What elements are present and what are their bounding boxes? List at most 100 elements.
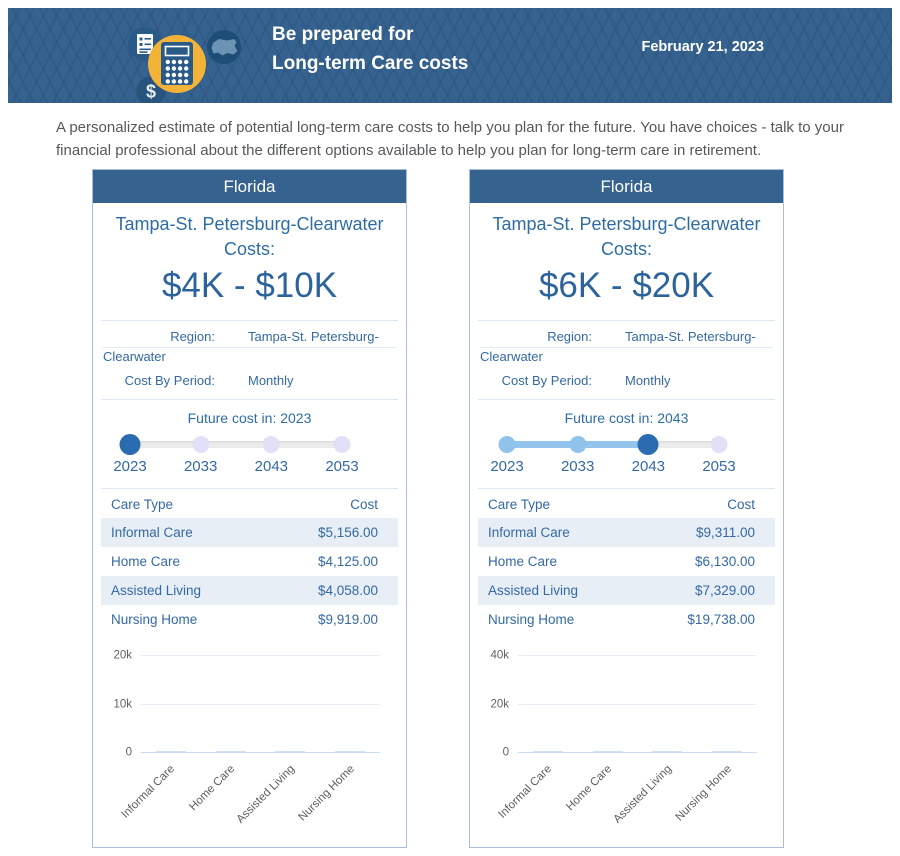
y-axis-tick: 20k xyxy=(490,698,509,710)
calculator-icon xyxy=(148,35,206,93)
slider-dot-2053[interactable] xyxy=(710,436,728,453)
chart-plot: 0 20k 40k xyxy=(490,650,757,758)
table-row: Home Care $6,130.00 xyxy=(478,547,775,576)
page-banner: $ Be prepared for Long-term Care costs F… xyxy=(8,8,892,103)
slider-year-label: 2023 xyxy=(113,458,147,475)
slider-year-label: 2043 xyxy=(631,458,666,475)
intro-text: A personalized estimate of potential lon… xyxy=(56,119,844,159)
slider-dot-2043[interactable] xyxy=(262,436,280,453)
divider xyxy=(478,488,775,489)
care-type-cell: Assisted Living xyxy=(111,583,202,598)
card-title-region: Tampa-St. Petersburg-Clearwater xyxy=(492,214,761,234)
x-axis-label: Informal Care xyxy=(496,763,555,821)
future-cost-label: Future cost in: 2043 xyxy=(564,410,689,426)
period-value: Monthly xyxy=(248,373,294,388)
care-type-header: Care Type xyxy=(488,497,551,512)
banner-date: February 21, 2023 xyxy=(641,39,764,55)
care-type-cell: Nursing Home xyxy=(111,612,198,627)
table-header-row: Care Type Cost xyxy=(101,491,398,518)
future-cost-label: Future cost in: 2023 xyxy=(187,410,312,426)
cards-row: Florida Tampa-St. Petersburg-Clearwater … xyxy=(92,169,900,856)
card-title: Tampa-St. Petersburg-Clearwater Costs: xyxy=(93,212,406,262)
care-type-cell: Nursing Home xyxy=(488,612,575,627)
table-row: Home Care $4,125.00 xyxy=(101,547,398,576)
cost-cell: $19,738.00 xyxy=(687,612,755,627)
x-axis-label: Home Care xyxy=(187,763,238,814)
period-label: Cost By Period: xyxy=(501,373,592,388)
care-type-header: Care Type xyxy=(111,497,174,512)
region-row: Region: Tampa-St. Petersburg-Clearwater xyxy=(103,327,396,367)
gridline xyxy=(141,655,380,656)
slider-dot-2033[interactable] xyxy=(569,436,587,453)
cost-card: Florida Tampa-St. Petersburg-Clearwater … xyxy=(92,169,407,848)
x-axis-line xyxy=(141,752,380,753)
table-row: Nursing Home $9,919.00 xyxy=(101,605,398,634)
slider-year-label: 2023 xyxy=(490,458,524,475)
period-row: Cost By Period: Monthly xyxy=(480,371,773,391)
chart-plot: 0 10k 20k xyxy=(113,650,380,758)
chart-x-labels: Informal Care Home Care Assisted Living Nur… xyxy=(497,753,757,833)
region-label: Region: xyxy=(170,329,215,344)
region-value: Tampa-St. Petersburg-Clearwater xyxy=(103,329,379,364)
gridline xyxy=(141,703,380,705)
cost-cell: $4,125.00 xyxy=(317,554,378,569)
year-slider[interactable] xyxy=(119,434,351,455)
year-slider[interactable] xyxy=(498,434,728,455)
period-row: Cost By Period: Monthly xyxy=(103,371,396,391)
cost-range: $4K - $10K xyxy=(161,266,338,305)
slider-year-label: 2053 xyxy=(325,458,359,475)
banner-title-line2: Long-term Care costs xyxy=(272,53,469,74)
banner-title: Be prepared for Long-term Care costs xyxy=(272,20,468,78)
region-label: Region: xyxy=(547,329,592,344)
state-header: Florida xyxy=(470,170,783,203)
y-axis-tick: 0 xyxy=(502,746,509,759)
details-section: Region: Tampa-St. Petersburg-Clearwater C… xyxy=(478,320,775,400)
gridline xyxy=(518,703,757,705)
period-value: Monthly xyxy=(625,373,671,388)
cost-range: $6K - $20K xyxy=(538,266,715,305)
cost-header: Cost xyxy=(350,497,378,512)
slider-year-label: 2043 xyxy=(254,458,289,475)
slider-dot-2023[interactable] xyxy=(498,436,516,453)
banner-icon-cluster: $ xyxy=(128,27,241,103)
card-title-region: Tampa-St. Petersburg-Clearwater xyxy=(115,214,384,234)
x-axis-label: Home Care xyxy=(564,763,615,814)
slider-dot-2053[interactable] xyxy=(333,436,351,453)
x-axis-label: Nursing Home xyxy=(673,763,734,824)
care-type-cell: Assisted Living xyxy=(488,583,579,598)
table-body: Informal Care $9,311.00 Home Care $6,130.00… xyxy=(478,518,775,634)
care-type-cell: Informal Care xyxy=(488,525,570,540)
region-value: Tampa-St. Petersburg-Clearwater xyxy=(480,329,756,364)
slider-year-labels: 2023 2033 2043 2053 xyxy=(490,458,735,478)
table-row: Assisted Living $4,058.00 xyxy=(101,576,398,605)
state-name: Florida xyxy=(600,177,653,196)
cost-cell: $7,329.00 xyxy=(694,583,755,598)
state-header: Florida xyxy=(93,170,406,203)
bars xyxy=(518,656,757,753)
y-axis-tick: 0 xyxy=(125,746,132,759)
cost-cell: $9,311.00 xyxy=(695,525,755,540)
bars xyxy=(141,656,380,753)
cost-cell: $5,156.00 xyxy=(317,525,378,540)
cost-cell: $4,058.00 xyxy=(317,583,378,598)
state-name: Florida xyxy=(223,177,276,196)
slider-year-label: 2053 xyxy=(702,458,736,475)
x-axis-label: Nursing Home xyxy=(296,763,357,824)
x-axis-label: Assisted Living xyxy=(234,763,297,826)
y-axis-tick: 40k xyxy=(490,649,509,662)
card-title-costs: Costs: xyxy=(600,239,652,259)
slider-year-label: 2033 xyxy=(183,458,218,475)
svg-text:$: $ xyxy=(146,82,156,102)
slider-dot-2043[interactable] xyxy=(637,434,659,455)
slider-dot-2023[interactable] xyxy=(119,434,141,455)
care-type-cell: Home Care xyxy=(488,554,558,569)
table-row: Nursing Home $19,738.00 xyxy=(478,605,775,634)
x-axis-label: Informal Care xyxy=(119,763,178,821)
table-body: Informal Care $5,156.00 Home Care $4,125.00… xyxy=(101,518,398,634)
slider-dot-2033[interactable] xyxy=(192,436,210,453)
slider-track[interactable] xyxy=(130,441,342,448)
chart-x-labels: Informal Care Home Care Assisted Living Nur… xyxy=(120,753,380,833)
slider-year-labels: 2023 2033 2043 2053 xyxy=(113,458,358,478)
cost-bar-chart: 0 10k 20k Informal Care Home Care Assisted L… xyxy=(93,650,406,833)
divider xyxy=(103,347,396,348)
